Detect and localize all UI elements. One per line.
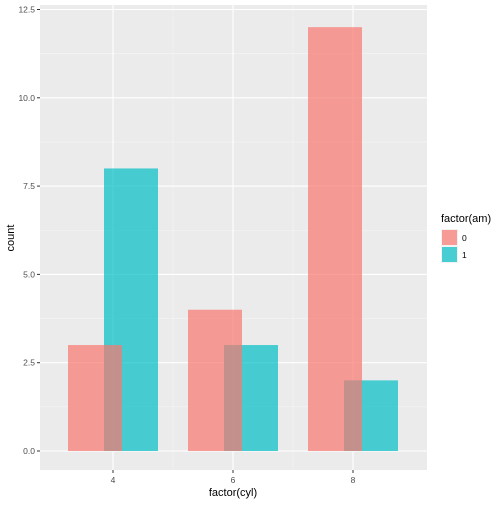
legend-key-swatch [442, 247, 457, 262]
x-axis-title: factor(cyl) [209, 487, 257, 499]
x-tick-label: 6 [231, 475, 236, 485]
bar-am-0-cyl-4 [68, 345, 122, 451]
bar-am-0-cyl-8 [308, 27, 362, 451]
legend-entry-label: 0 [462, 233, 467, 243]
legend-keys: 01 [441, 229, 467, 263]
y-tick-label: 10.0 [18, 93, 35, 103]
y-axis-title: count [5, 225, 17, 252]
x-axis: 4 6 8 [111, 470, 356, 485]
legend: factor(am) 01 [441, 213, 491, 263]
y-tick-label: 7.5 [23, 181, 35, 191]
y-tick-label: 0.0 [23, 446, 35, 456]
bar-am-0-cyl-6 [188, 309, 242, 451]
x-tick-label: 4 [111, 475, 116, 485]
y-tick-label: 12.5 [18, 5, 35, 15]
bars [68, 27, 398, 451]
x-tick-label: 8 [351, 475, 356, 485]
y-axis: 0.0 2.5 5.0 7.5 10.0 12.5 [18, 5, 40, 456]
legend-entry-label: 1 [462, 250, 467, 260]
y-tick-label: 2.5 [23, 358, 35, 368]
y-tick-label: 5.0 [23, 269, 35, 279]
legend-key-swatch [442, 230, 457, 245]
legend-title: factor(am) [441, 213, 491, 225]
